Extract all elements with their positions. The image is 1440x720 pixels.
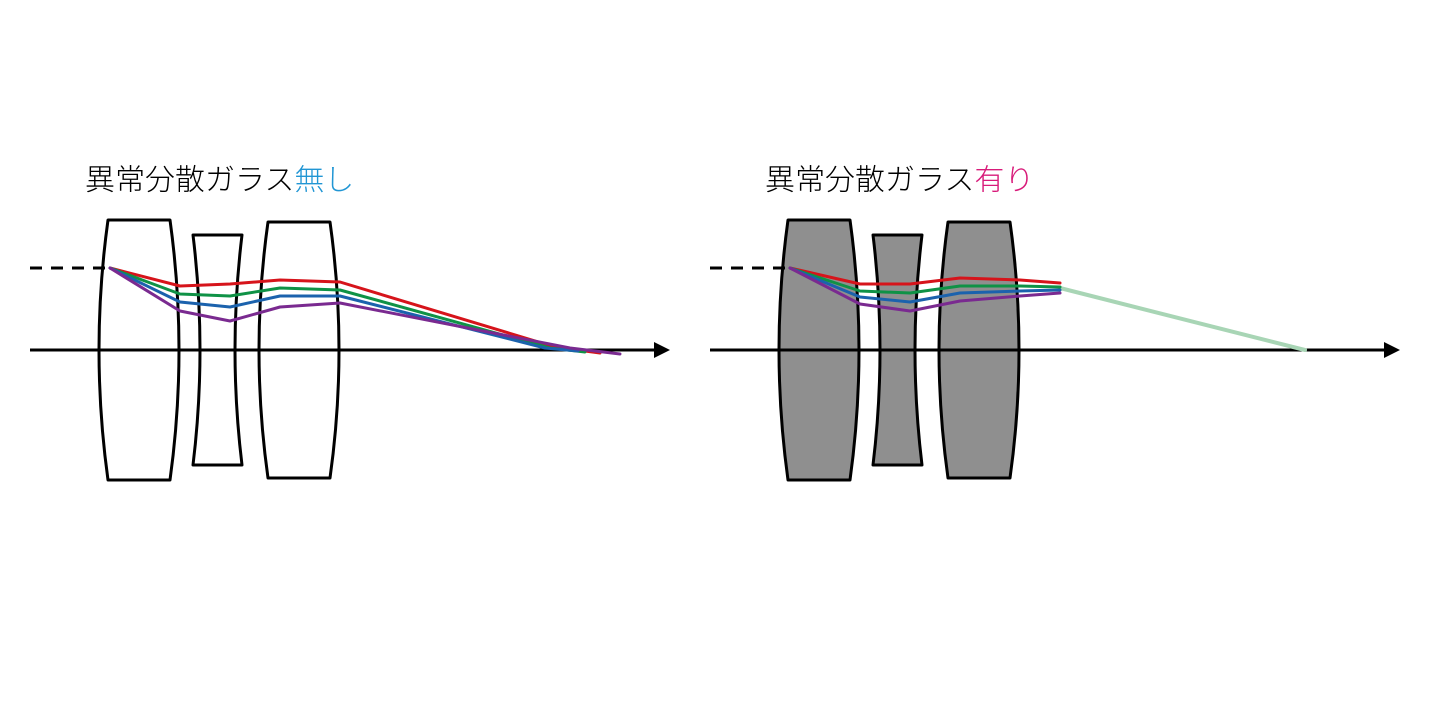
right-title: 異常分散ガラス有り [765,155,1034,199]
right-title-suffix: 有り [974,155,1034,199]
left-title-prefix: 異常分散ガラス [85,155,294,199]
left-title: 異常分散ガラス無し [85,155,354,199]
axis-arrowhead [654,342,670,358]
axis-arrowhead [1384,342,1400,358]
left-title-suffix: 無し [294,155,354,199]
converged-ray [1060,288,1305,350]
right-title-prefix: 異常分散ガラス [765,155,974,199]
ray-3 [110,268,620,354]
left-diagram [30,210,680,490]
right-diagram [710,210,1410,490]
diagram-container: 異常分散ガラス無し 異常分散ガラス有り [0,0,1440,720]
